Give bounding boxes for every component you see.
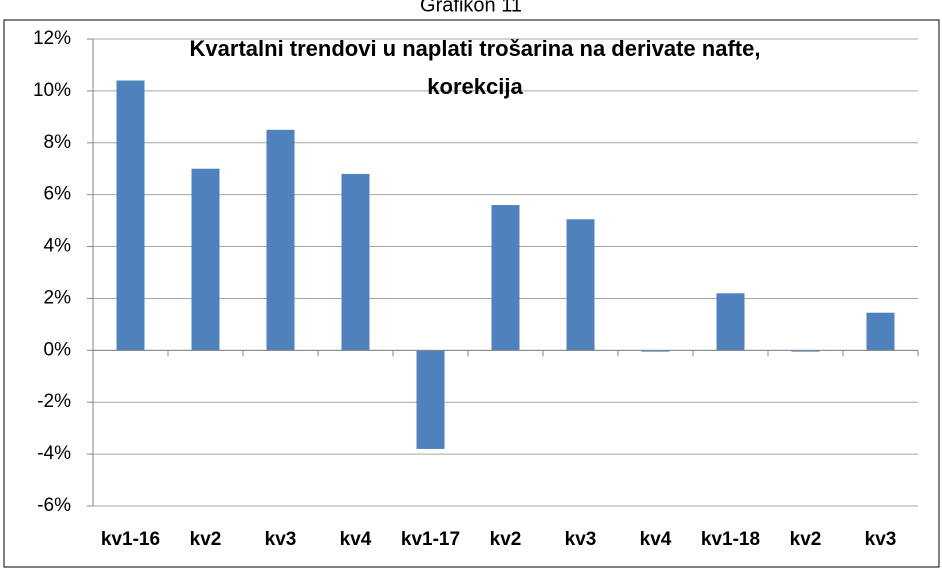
- bar: [116, 80, 145, 351]
- y-tick-label: -4%: [37, 443, 71, 464]
- bar: [191, 168, 220, 351]
- bar: [491, 205, 520, 351]
- x-tick-label: kv2: [490, 529, 522, 550]
- x-tick-label: kv4: [340, 529, 372, 550]
- chart-border: [3, 19, 940, 568]
- x-tick-label: kv2: [790, 529, 822, 550]
- bar: [566, 219, 595, 351]
- bar: [791, 350, 820, 352]
- x-tick-label: kv2: [190, 529, 222, 550]
- bar: [266, 129, 295, 351]
- y-tick-label: 0%: [44, 339, 72, 360]
- y-tick-label: 10%: [33, 80, 71, 101]
- bar: [641, 350, 670, 352]
- x-tick-label: kv1-18: [701, 529, 760, 550]
- bar: [866, 312, 895, 351]
- x-tick-label: kv3: [565, 529, 597, 550]
- bar: [716, 293, 745, 351]
- chart-title: Kvartalni trendovi u naplati trošarina n…: [190, 36, 761, 61]
- x-tick-label: kv3: [865, 529, 897, 550]
- header: Grafikon 11: [420, 0, 522, 16]
- y-tick-label: -6%: [37, 495, 71, 516]
- x-tick-label: kv4: [640, 529, 672, 550]
- y-tick-label: -2%: [37, 391, 71, 412]
- y-tick-label: 2%: [44, 287, 72, 308]
- chart-title: korekcija: [427, 74, 523, 99]
- y-tick-label: 4%: [44, 236, 72, 257]
- x-tick-label: kv3: [265, 529, 297, 550]
- bar: [416, 350, 445, 449]
- y-tick-label: 8%: [44, 132, 72, 153]
- x-tick-label: kv1-16: [101, 529, 160, 550]
- y-tick-label: 12%: [33, 28, 71, 49]
- bar: [341, 173, 370, 351]
- x-tick-label: kv1-17: [401, 529, 460, 550]
- y-tick-label: 6%: [44, 184, 72, 205]
